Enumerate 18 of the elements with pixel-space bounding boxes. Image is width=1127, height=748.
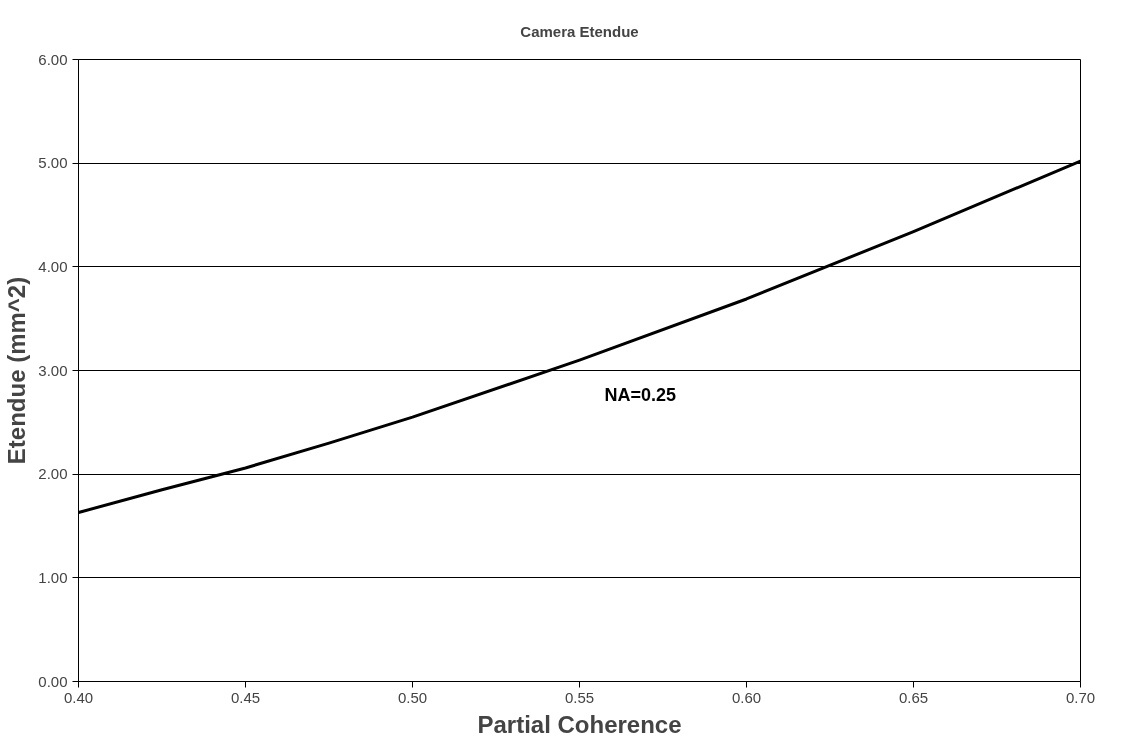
x-tick-label: 0.70 <box>1065 688 1096 706</box>
x-tick-label: 0.40 <box>63 688 94 706</box>
y-tick-label: 6.00 <box>38 50 68 68</box>
y-axis-title: Etendue (mm^2) <box>3 276 31 465</box>
y-tick-label: 5.00 <box>38 154 68 172</box>
series-label: NA=0.25 <box>604 385 677 406</box>
x-tick-label: 0.45 <box>230 688 261 706</box>
y-tick-label: 0.00 <box>38 672 68 690</box>
x-tick-label: 0.55 <box>564 688 595 706</box>
x-axis-title: Partial Coherence <box>477 710 682 738</box>
x-tick-label: 0.50 <box>397 688 428 706</box>
x-tick-label: 0.60 <box>731 688 762 706</box>
y-tick-label: 2.00 <box>38 465 68 483</box>
y-tick-label: 3.00 <box>38 361 68 379</box>
chart-title: Camera Etendue <box>520 22 639 40</box>
y-tick-label: 4.00 <box>38 257 68 275</box>
y-tick-label: 1.00 <box>38 568 68 586</box>
x-tick-label: 0.65 <box>898 688 929 706</box>
